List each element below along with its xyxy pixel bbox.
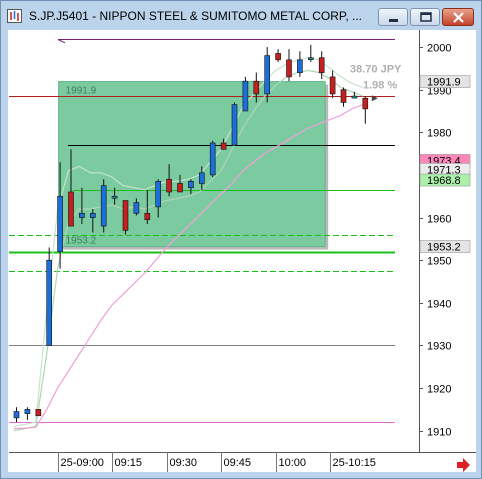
candle-body <box>68 191 74 227</box>
candle-body <box>231 104 238 146</box>
time-tick-label: 09:30 <box>170 457 198 469</box>
minimize-icon <box>389 19 398 22</box>
candle-body <box>340 89 347 103</box>
candle-body <box>111 195 118 199</box>
candle-body <box>133 202 140 214</box>
price-tick-label: 1950 <box>427 256 451 268</box>
candle-body <box>166 178 172 193</box>
time-tick-label: 25-10:15 <box>333 457 376 469</box>
candle-body <box>199 172 205 184</box>
ma-pink-line <box>13 104 364 430</box>
candle-body <box>351 95 358 99</box>
price-tag-label: 1971.3 <box>427 164 461 176</box>
price-tag-label: 1953.2 <box>427 242 461 254</box>
price-tick-label: 2000 <box>427 43 451 55</box>
time-tick-label: 09:15 <box>115 457 143 469</box>
price-tag-box <box>419 240 471 253</box>
candle-body <box>275 53 281 61</box>
zone-rectangle <box>58 81 326 248</box>
candle-body <box>57 195 63 252</box>
candlestick-chart[interactable]: 1991.9 1953.2 38.70 JPY 1.98 % 1910 1920 1930 1… <box>8 30 476 472</box>
price-tick-label: 1940 <box>427 299 451 311</box>
candle-body <box>307 57 314 61</box>
minimize-button[interactable] <box>378 8 408 26</box>
percent-annotation: 1.98 % <box>363 79 397 91</box>
candle-body <box>297 59 303 73</box>
candle-body <box>122 200 129 231</box>
candle-body <box>13 411 20 419</box>
candle-body <box>177 183 183 193</box>
title-bar[interactable]: S.JP.J5401 - NIPPON STEEL & SUMITOMO MET… <box>1 1 481 31</box>
level-line-step <box>57 39 66 44</box>
zone-high-label: 1991.9 <box>66 86 97 97</box>
candle-body <box>79 212 85 218</box>
candle-body <box>100 185 107 227</box>
candle-body <box>318 57 325 73</box>
change-annotation: 38.70 JPY <box>350 64 402 76</box>
price-tag-label: 1991.9 <box>427 77 461 89</box>
close-icon <box>453 12 464 23</box>
maximize-icon <box>420 12 432 22</box>
price-tick-label: 1960 <box>427 214 451 226</box>
candle-body <box>46 259 53 346</box>
time-axis-strip <box>9 453 476 472</box>
last-price-arrow <box>371 95 378 102</box>
chart-app-icon <box>7 9 22 23</box>
candle-body <box>242 80 249 112</box>
candle-body <box>155 181 161 208</box>
price-tag-box <box>419 75 471 88</box>
band-upper-line <box>13 57 364 427</box>
candle-body <box>362 97 369 110</box>
candle-body <box>144 212 151 220</box>
candle-body <box>220 142 227 150</box>
candle-body <box>24 409 31 414</box>
time-tick-label: 09:45 <box>224 457 252 469</box>
candle-body <box>188 181 194 189</box>
candle-body <box>209 142 216 176</box>
price-tag-label: 1968.8 <box>427 175 461 187</box>
candle-body <box>90 212 96 218</box>
price-tick-label: 1990 <box>427 86 451 98</box>
candle-body <box>35 409 42 417</box>
candle-body <box>253 80 260 95</box>
candle-body <box>286 59 292 78</box>
price-tick-label: 1920 <box>427 384 451 396</box>
price-tick-label: 1930 <box>427 341 451 353</box>
candle-body <box>264 55 271 95</box>
maximize-button[interactable] <box>410 8 440 26</box>
chart-client-area: 1991.9 1953.2 38.70 JPY 1.98 % 1910 1920 1930 1… <box>8 30 476 472</box>
time-tick-label: 10:00 <box>279 457 307 469</box>
zone-low-label: 1953.2 <box>66 236 97 247</box>
time-tick-label: 25-09:00 <box>61 457 104 469</box>
price-tag-box <box>419 173 471 187</box>
price-tick-label: 1980 <box>427 128 451 140</box>
candle-body <box>329 76 336 95</box>
scroll-right-arrow[interactable] <box>457 458 470 472</box>
price-tick-label: 1910 <box>427 427 451 439</box>
window-title: S.JP.J5401 - NIPPON STEEL & SUMITOMO MET… <box>29 9 362 23</box>
close-button[interactable] <box>442 8 474 26</box>
